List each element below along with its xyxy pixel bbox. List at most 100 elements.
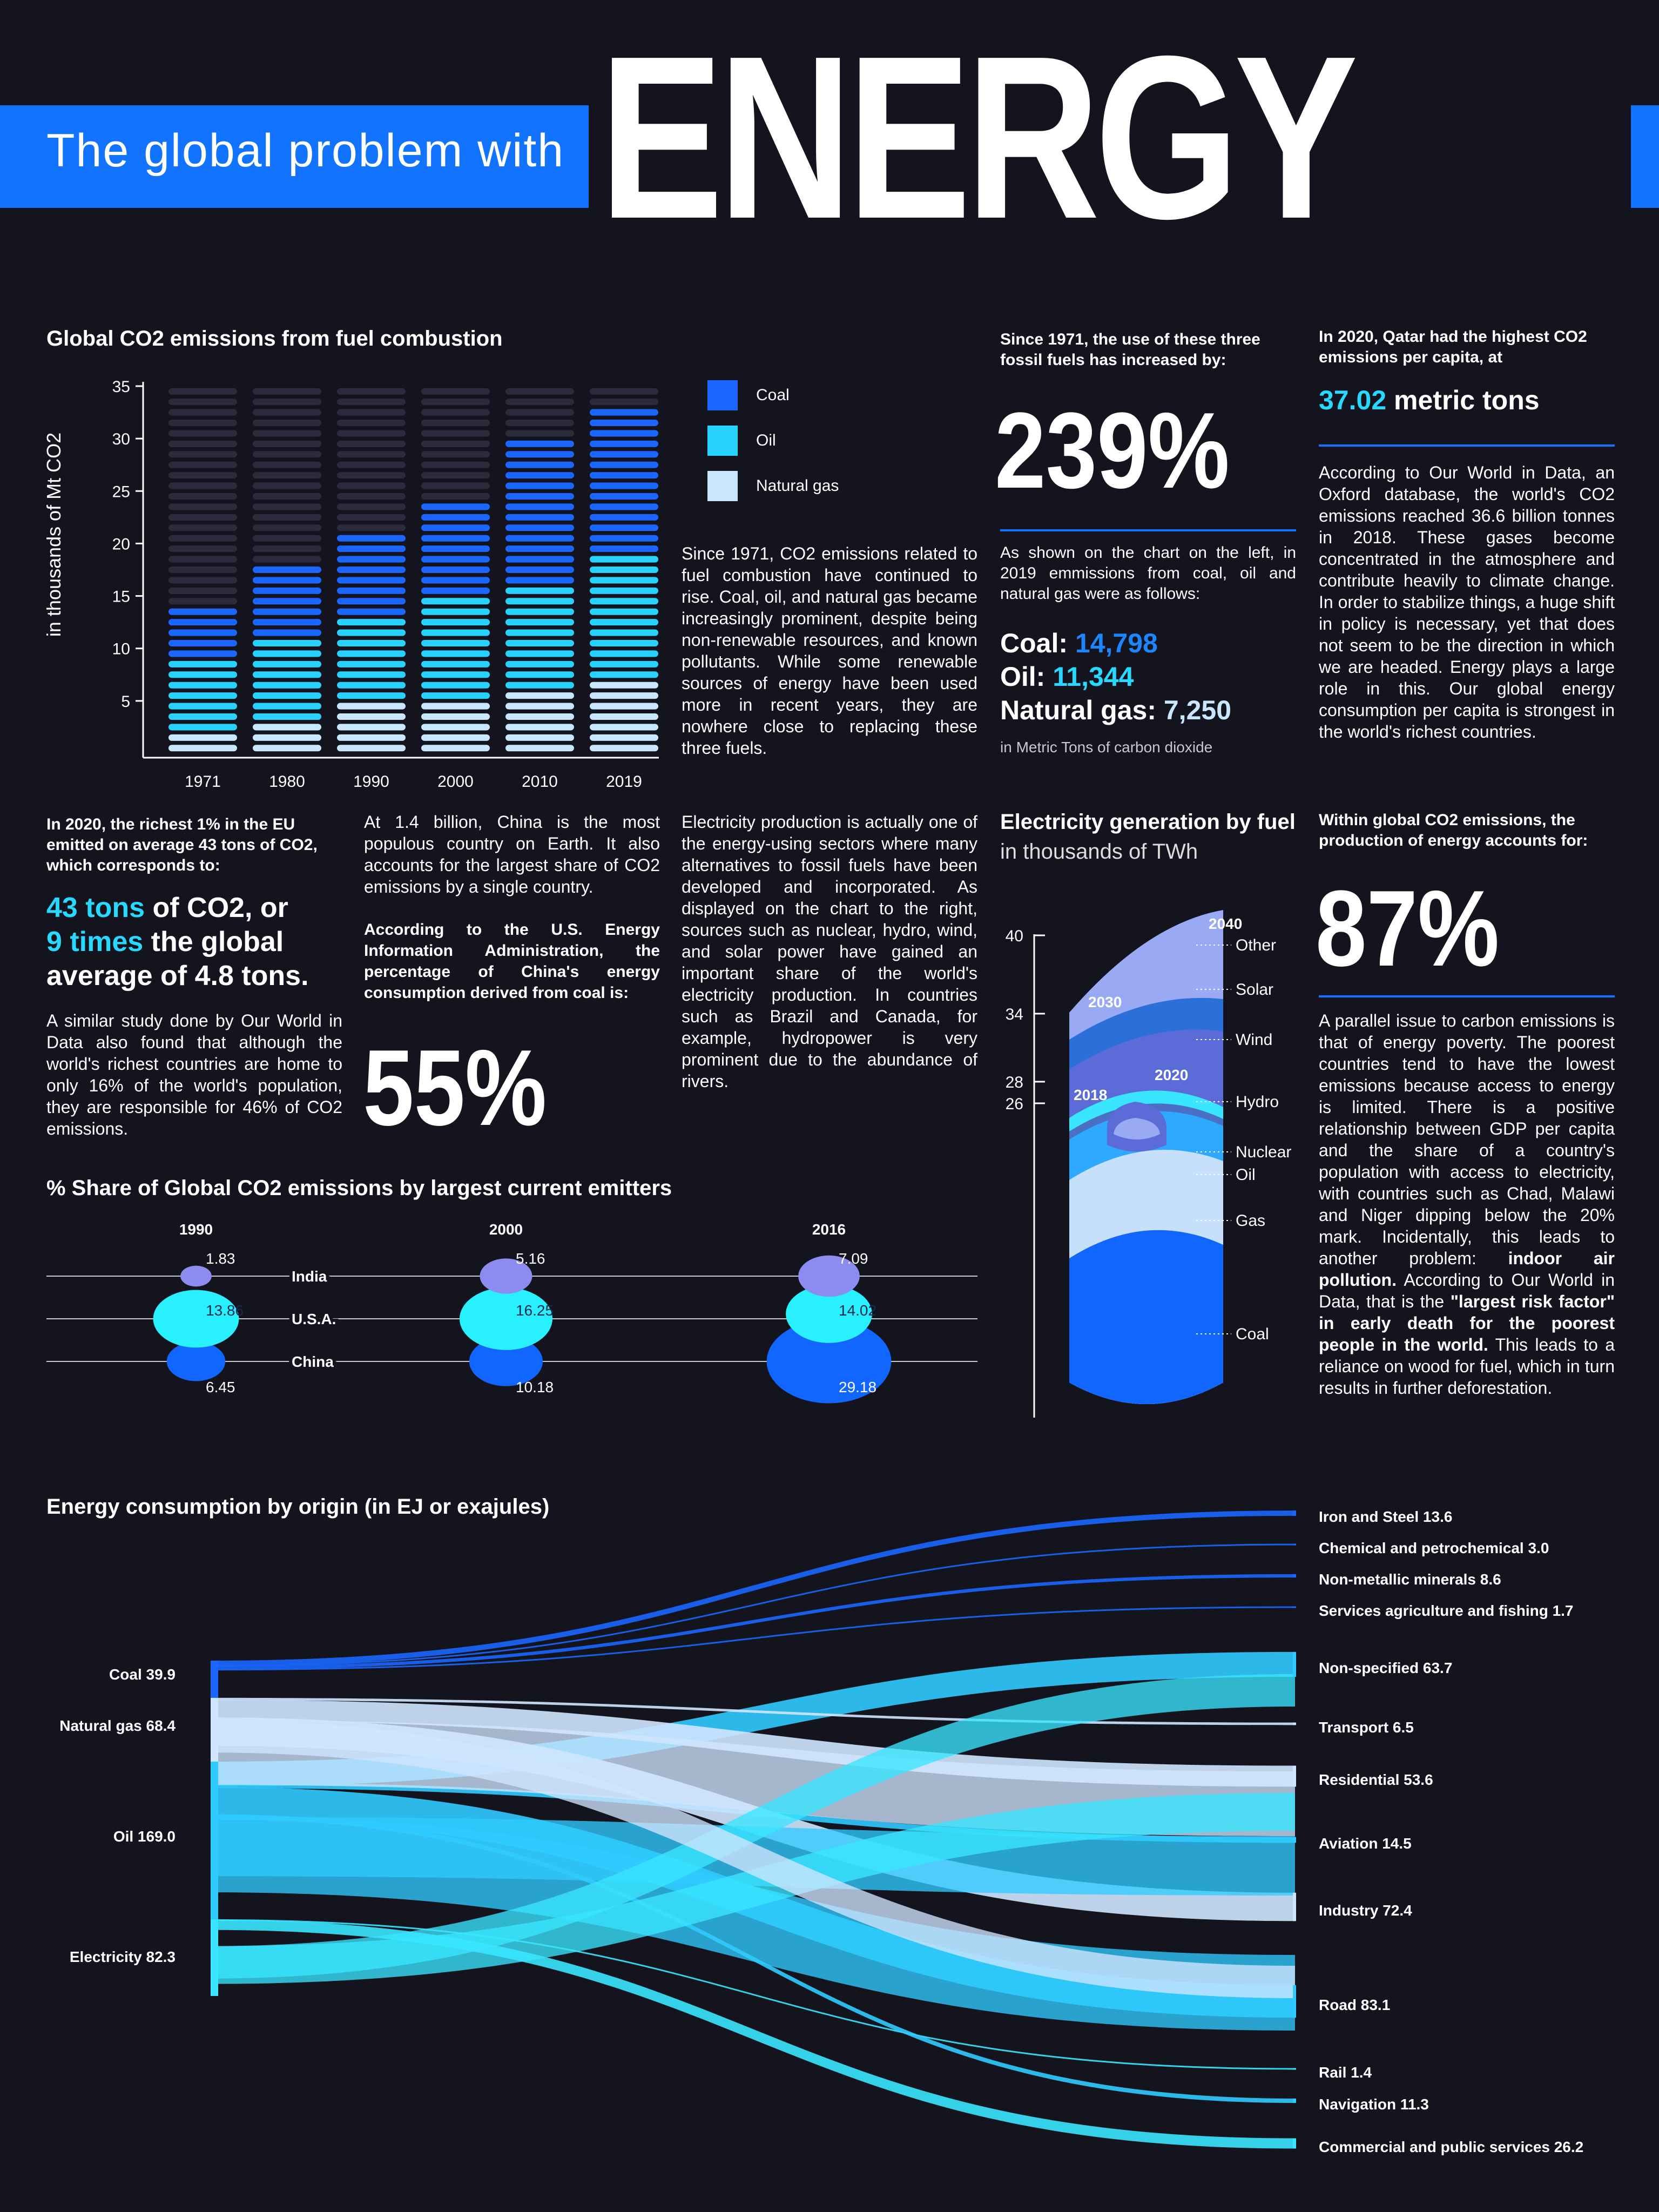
sankey-chart: Iron and Steel 13.6 Chemical and petroche… [59, 1508, 1583, 2155]
co2-bar-segment [168, 745, 237, 752]
co2-bar-segment [590, 493, 658, 500]
co2-bar-segment [590, 629, 658, 636]
co2-bar-segment [337, 745, 406, 752]
co2-bar-segment [505, 671, 574, 678]
co2-bar-segment [168, 660, 237, 667]
co2-chart-title: Global CO2 emissions from fuel combustio… [46, 327, 503, 350]
co2-bar-segment [505, 430, 574, 437]
co2-bar-segment [337, 503, 406, 510]
sankey-link [211, 1606, 1295, 1671]
co2-bar-segment [590, 482, 658, 489]
eu-highlight: 43 tons of CO2, or 9 times the global av… [46, 891, 309, 993]
co2-bar-segment [590, 524, 658, 531]
elec-series-label: Oil [1236, 1166, 1256, 1184]
co2-bar-segment [253, 461, 321, 468]
sankey-target-label: Non-metallic minerals 8.6 [1319, 1571, 1501, 1588]
bubble-chart: 1990 1.83 13.86 6.45 2000 5.16 16.25 10.18 2016 7… [46, 1221, 977, 1404]
increase-value: 239% [995, 390, 1230, 511]
increase-divider [1000, 529, 1296, 531]
share-heading: Within global CO2 emissions, the product… [1319, 811, 1588, 849]
sankey-source-node [211, 1661, 218, 1698]
bubble-value-china: 29.18 [839, 1379, 876, 1395]
sankey-target-node [1293, 2068, 1296, 2070]
bubble-china [766, 1319, 892, 1404]
co2-x-tick-label: 2010 [522, 773, 558, 791]
sankey-target-node [1293, 1574, 1296, 1578]
sankey-source-node [211, 1762, 218, 1919]
co2-bar-segment [590, 556, 658, 563]
co2-bar-segment [337, 514, 406, 521]
co2-bar-segment [253, 545, 321, 552]
elec-y-tick-label: 34 [1006, 1006, 1023, 1023]
co2-bar-segment [421, 514, 490, 521]
oil-label: Oil: [1000, 662, 1046, 692]
co2-bar-segment [590, 399, 658, 406]
co2-bar-segment [421, 524, 490, 531]
co2-bar-segment [505, 619, 574, 626]
bubble-country-label: China [292, 1353, 334, 1370]
co2-bar-segment [168, 724, 237, 731]
co2-bar-segment [590, 514, 658, 521]
co2-bar-segment [253, 650, 321, 657]
legend-label-coal: Coal [756, 386, 790, 404]
co2-bar-segment [337, 409, 406, 416]
co2-bar-segment [421, 724, 490, 731]
co2-bar-segment [421, 745, 490, 752]
co2-bar-segment [168, 524, 237, 531]
bubble-value-india: 1.83 [206, 1250, 235, 1267]
elec-series-label: Gas [1236, 1212, 1265, 1230]
subtitle: The global problem with [46, 125, 565, 177]
elec-series-label: Solar [1236, 981, 1273, 999]
bubble-china [166, 1341, 226, 1381]
co2-bar-segment [590, 619, 658, 626]
co2-bar-segment [168, 430, 237, 437]
gas-value: 7,250 [1163, 695, 1231, 725]
elec-y-tick-label: 26 [1006, 1095, 1023, 1113]
co2-bar-segment [421, 587, 490, 594]
co2-bar-segment [505, 639, 574, 647]
co2-bar-segment [253, 524, 321, 531]
co2-bar-segment [421, 598, 490, 605]
bubble-china [469, 1337, 543, 1386]
co2-bar-segment [421, 440, 490, 447]
qatar-heading: In 2020, Qatar had the highest CO2 emiss… [1319, 328, 1587, 366]
eu-line-3: average of 4.8 tons. [46, 960, 309, 992]
co2-bar-segment [253, 556, 321, 563]
sankey-link [211, 1697, 1295, 1725]
co2-bar-segment [168, 482, 237, 489]
co2-bar-segment [505, 545, 574, 552]
co2-bar-segment [421, 577, 490, 584]
co2-bar-segment [168, 713, 237, 720]
co2-bar-segment [590, 734, 658, 741]
bubble-year-label: 2000 [489, 1221, 523, 1238]
coal-line: Coal: 14,798 [1000, 626, 1231, 660]
co2-bar-segment [337, 598, 406, 605]
co2-bar-segment [337, 524, 406, 531]
co2-bar-segment [168, 692, 237, 699]
eu-line-1-text: of CO2, or [152, 892, 288, 923]
co2-bar-segment [337, 724, 406, 731]
elec-chart: 26 28 34 40 2040 2030 2020 2018 Other Solar Wind… [1006, 910, 1291, 1418]
elec-chart-subtitle: in thousands of TWh [1000, 840, 1198, 864]
co2-bar-segment [590, 745, 658, 752]
elec-chart-title: Electricity generation by fuel [1000, 810, 1296, 834]
co2-bar-segment [505, 399, 574, 406]
co2-bar-segment [421, 734, 490, 741]
co2-bar-segment [253, 587, 321, 594]
co2-bar-segment [590, 587, 658, 594]
co2-x-tick-label: 1980 [269, 773, 305, 791]
co2-bar-segment [505, 482, 574, 489]
co2-bar-segment [505, 598, 574, 605]
co2-bar-segment [505, 388, 574, 395]
co2-bar-segment [337, 461, 406, 468]
sankey-target-node [1293, 1985, 1296, 2018]
sankey-source-label: Oil 169.0 [113, 1828, 176, 1845]
co2-bar-segment [337, 639, 406, 647]
eu-line-2-text: the global [151, 926, 284, 957]
co2-bar-segment [421, 472, 490, 479]
co2-bar-segment [337, 535, 406, 542]
co2-bar-segment [337, 682, 406, 689]
co2-bar-segment [168, 461, 237, 468]
bubble-value-china: 6.45 [206, 1379, 235, 1395]
sankey-target-label: Chemical and petrochemical 3.0 [1319, 1540, 1549, 1556]
